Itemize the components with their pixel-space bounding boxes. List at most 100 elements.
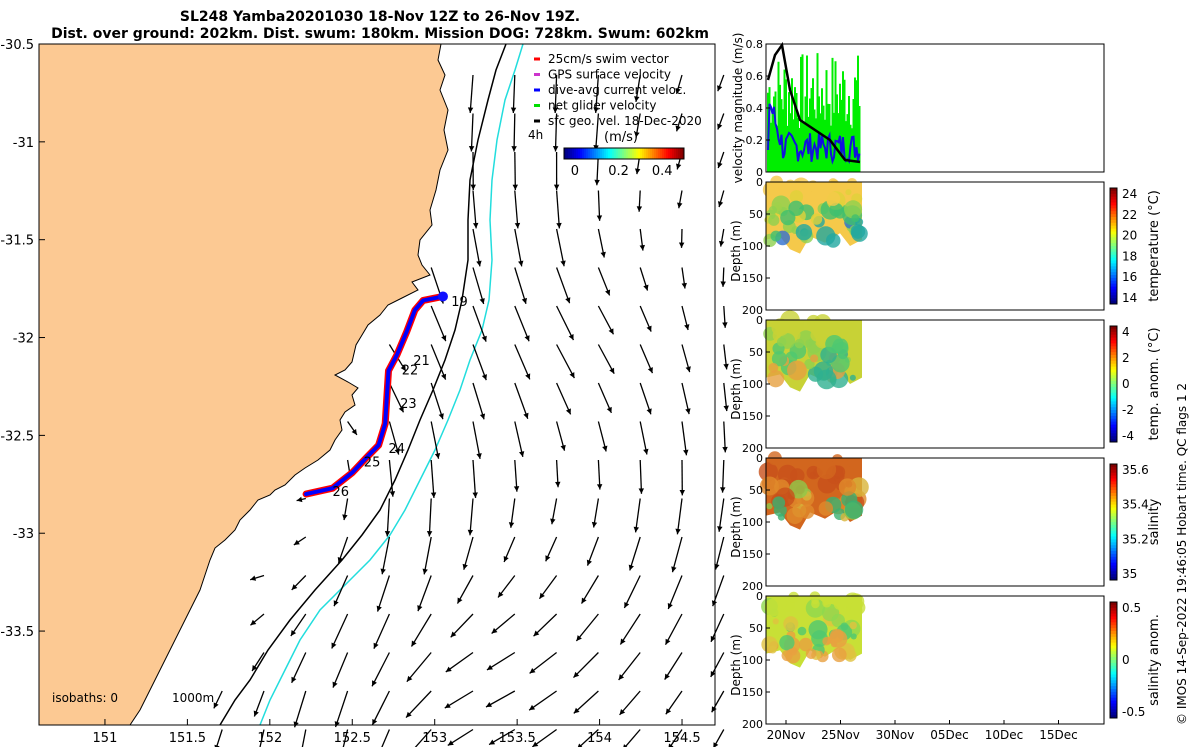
velocity-arrow [430, 459, 437, 498]
panel-colorbar-cell [1110, 202, 1117, 206]
lat-tick-label: -31 [13, 136, 34, 151]
panel-colorbar-cell [1110, 384, 1117, 388]
section-patch [846, 178, 858, 189]
legend-entry: 25cm/s swim vector [548, 52, 669, 66]
title-line2: Dist. over ground: 202km. Dist. swum: 18… [51, 26, 709, 42]
panel-sal: 0 50 100 150 200 Depth (m) 35.6 35.4 35.2 35 salin… [729, 451, 1162, 593]
velocity-arrow [596, 459, 603, 490]
depth-ylabel: Depth (m) [729, 634, 743, 695]
colorbar-cell [632, 148, 635, 159]
panel-colorbar-tick: -4 [1122, 429, 1134, 443]
depth-tick-label: 200 [742, 718, 763, 731]
panel-colorbar-cell [1110, 421, 1117, 426]
velocity-arrow [710, 652, 725, 678]
velocity-arrow [405, 690, 432, 719]
section-patch [849, 621, 857, 630]
section-patch [758, 462, 778, 482]
panel-colorbar-cell [1110, 639, 1117, 644]
velocity-arrow [467, 74, 474, 113]
section-patch [851, 225, 868, 242]
velocity-arrow [639, 267, 649, 291]
lon-tick-label: 154 [587, 731, 612, 746]
velocity-arrow [596, 190, 603, 221]
panel-colorbar-cell [1110, 277, 1117, 282]
lon-tick-label: 152 [257, 731, 282, 746]
colorbar-cell [640, 148, 643, 159]
lon-tick-label: 151 [93, 731, 118, 746]
section-patch [789, 190, 804, 204]
section-patch [770, 230, 782, 242]
velocity-arrow [720, 459, 726, 493]
velocity-arrow [376, 575, 391, 612]
panel-colorbar-cell [1110, 222, 1117, 227]
panel-colorbar-cell [1110, 565, 1117, 569]
panel-colorbar-cell [1110, 295, 1117, 299]
day-label: 26 [332, 485, 349, 500]
section-patch [818, 501, 834, 516]
velocity-arrow [597, 228, 606, 258]
panel-colorbar-cell [1110, 657, 1117, 661]
velocity-arrow [553, 151, 560, 191]
velocity-arrow [556, 344, 575, 379]
panel-colorbar-cell [1110, 398, 1117, 402]
section-patch [831, 647, 847, 663]
panel-frame [765, 319, 1105, 449]
panel-colorbar-cell [1110, 208, 1117, 212]
depth-tick-label: 150 [742, 272, 763, 285]
panel-colorbar-cell [1110, 286, 1117, 290]
panel-colorbar-cell [1110, 475, 1117, 479]
panel-colorbar-cell [1110, 715, 1117, 719]
section-patch [787, 360, 807, 381]
panel-colorbar-cell [1110, 469, 1117, 474]
panel-colorbar-cell [1110, 478, 1117, 482]
lat-tick-label: -30.5 [0, 38, 34, 53]
isobath-label: isobaths: 0 [52, 691, 118, 705]
panel-colorbar-cell [1110, 328, 1117, 333]
velocity-arrow [681, 267, 687, 289]
section-patch [825, 233, 841, 248]
colorbar-cell [678, 148, 681, 159]
velocity-arrow [667, 575, 683, 610]
velocity-arrow [381, 729, 390, 747]
velocity-arrow [388, 459, 396, 497]
colorbar-cell [648, 148, 651, 159]
velocity-arrow [467, 498, 474, 536]
section-patch [795, 224, 813, 241]
panel-colorbar-cell [1110, 280, 1117, 285]
velocity-arrow [497, 575, 516, 598]
velocity-arrow [388, 421, 400, 455]
panel-colorbar-cell [1110, 510, 1117, 514]
panel-colorbar-cell [1110, 436, 1117, 440]
velocity-arrow [508, 498, 516, 528]
velocity-arrow [485, 690, 516, 708]
section-patch [767, 370, 785, 388]
panel-colorbar-cell [1110, 275, 1117, 279]
section-patch [768, 206, 777, 215]
panel-colorbar-cell [1110, 188, 1117, 192]
velocity-arrow [503, 536, 516, 563]
panel-colorbar-tick: 35.6 [1122, 463, 1149, 477]
velocity-arrow [472, 421, 482, 459]
colorbar-cell [592, 148, 595, 159]
colorbar-cell [662, 148, 665, 159]
panel-colorbar-cell [1110, 613, 1117, 617]
section-patch [845, 189, 852, 196]
velocity-arrow [552, 113, 559, 152]
velocity-arrow [597, 382, 613, 414]
section-patch [816, 369, 837, 390]
date-tick-label: 15Dec [1039, 728, 1078, 742]
panel-colorbar-cell [1110, 363, 1117, 368]
velocity-arrow [380, 536, 391, 575]
panel-colorbar-cell [1110, 536, 1117, 540]
map-colorbar: 0 0.2 0.4 [563, 147, 685, 179]
colorbar-cell [676, 148, 679, 159]
velocity-arrow [639, 382, 652, 415]
date-tick-label: 30Nov [876, 728, 915, 742]
velocity-arrow [472, 459, 478, 498]
panel-colorbar-cell [1110, 703, 1117, 707]
velocity-arrow [722, 421, 728, 453]
colorbar-cell [584, 148, 587, 159]
